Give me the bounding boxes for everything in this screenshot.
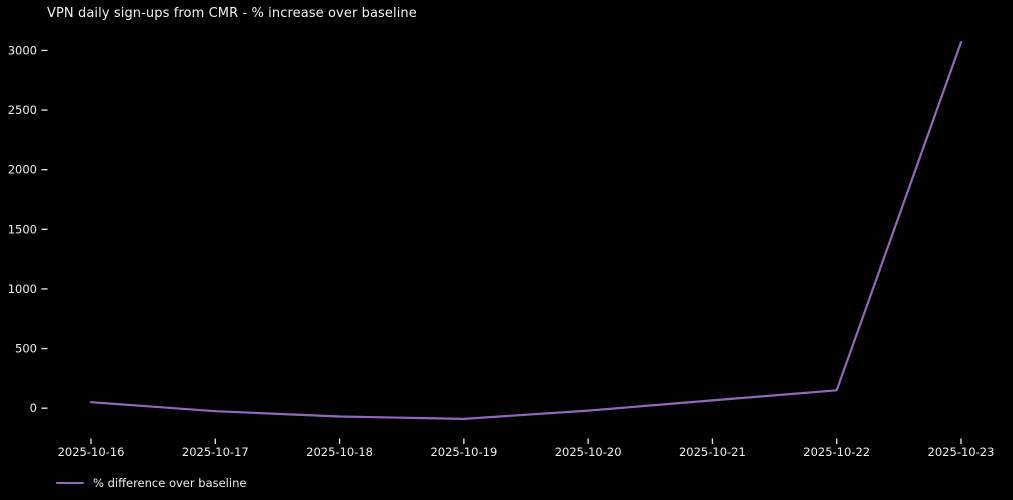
x-tick-label: 2025-10-16 xyxy=(58,445,125,459)
legend-label: % difference over baseline xyxy=(93,476,247,490)
x-tick-label: 2025-10-18 xyxy=(306,445,373,459)
legend-line-swatch xyxy=(56,481,84,485)
x-tick-label: 2025-10-17 xyxy=(182,445,249,459)
x-tick-label: 2025-10-20 xyxy=(555,445,622,459)
x-tick-label: 2025-10-21 xyxy=(679,445,746,459)
x-tick-label: 2025-10-23 xyxy=(928,445,995,459)
chart-title: VPN daily sign-ups from CMR - % increase… xyxy=(47,6,417,21)
y-tick-label: 3000 xyxy=(8,43,37,57)
y-tick-label: 500 xyxy=(15,342,37,356)
y-axis: 0 500 1000 1500 2000 2500 3000 xyxy=(8,43,48,415)
y-tick-label: 0 xyxy=(30,401,37,415)
y-tick-label: 2500 xyxy=(8,103,37,117)
y-tick-label: 1500 xyxy=(8,222,37,236)
x-tick-label: 2025-10-22 xyxy=(803,445,870,459)
x-tick-label: 2025-10-19 xyxy=(430,445,497,459)
series-line xyxy=(89,40,963,420)
legend: % difference over baseline xyxy=(56,475,246,491)
y-tick-label: 1000 xyxy=(8,282,37,296)
x-axis: 2025-10-16 2025-10-17 2025-10-18 2025-10-19… xyxy=(58,438,995,459)
y-tick-label: 2000 xyxy=(8,163,37,177)
